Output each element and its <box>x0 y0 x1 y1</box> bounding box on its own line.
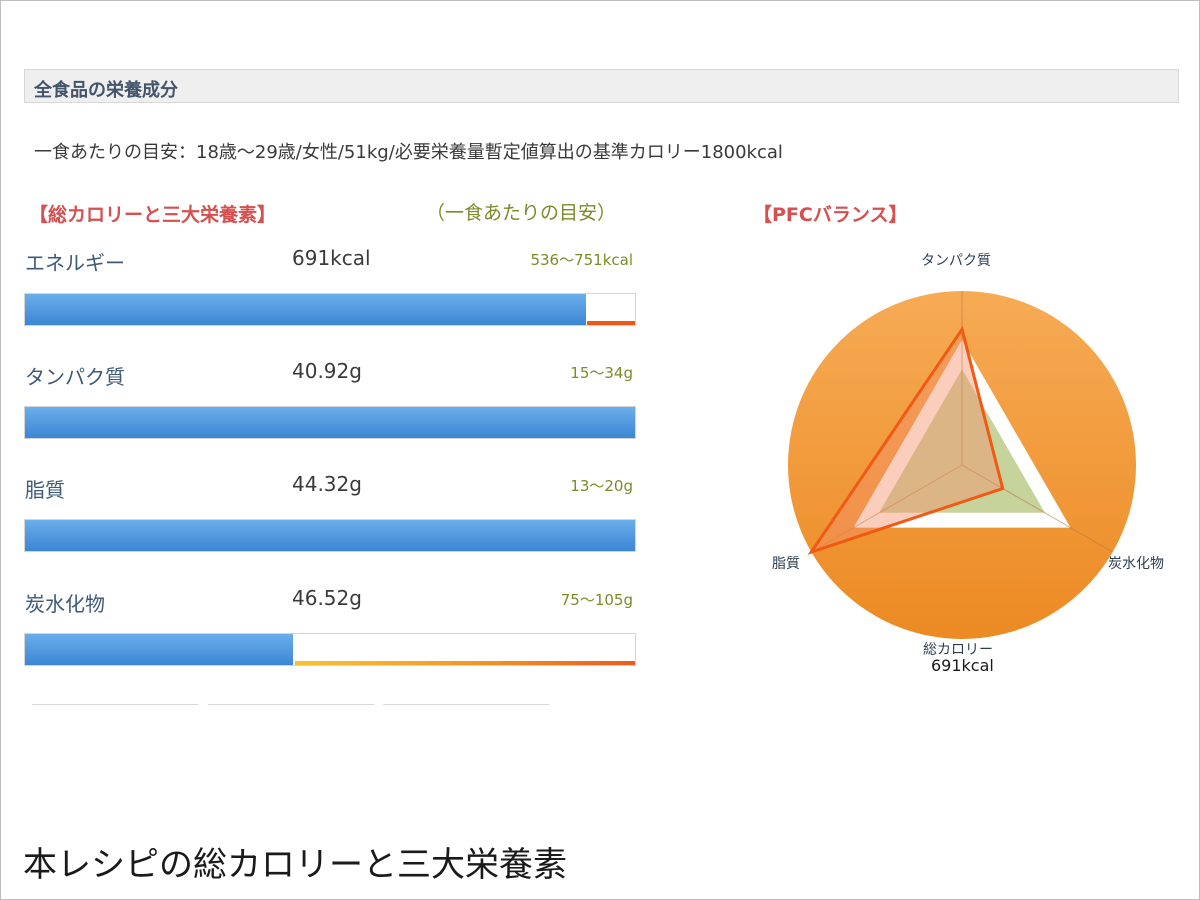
pfc-total-value: 691kcal <box>931 656 994 675</box>
pfc-total-label: 総カロリー <box>923 642 993 658</box>
radar-axis-1 <box>961 464 1113 553</box>
guideline-text: 一食あたりの目安：18歳〜29歳/女性/51kg/必要栄養量暫定値算出の基準カロ… <box>34 142 783 163</box>
carb-range: 75〜105g <box>560 591 633 609</box>
range-heading: （一食あたりの目安） <box>426 202 617 224</box>
energy-bar-fill <box>25 294 587 325</box>
radar-axis-2 <box>811 464 963 553</box>
energy-value: 691kcal <box>292 246 371 270</box>
protein-label: タンパク質 <box>25 365 125 389</box>
carb-label: 炭水化物 <box>25 592 105 616</box>
protein-range: 15〜34g <box>570 364 633 382</box>
protein-bar <box>24 406 636 439</box>
tab-stub-1[interactable] <box>32 704 198 708</box>
radar-series-polygon <box>807 325 1005 555</box>
fat-value: 44.32g <box>292 472 362 496</box>
tab-stub-3[interactable] <box>383 704 549 708</box>
protein-bar-fill <box>25 407 635 438</box>
fat-label: 脂質 <box>25 478 65 502</box>
carb-value: 46.52g <box>292 586 362 610</box>
energy-label: エネルギー <box>25 251 125 275</box>
carb-target-marker <box>295 661 635 665</box>
energy-range: 536〜751kcal <box>530 251 633 269</box>
tab-stub-2[interactable] <box>208 704 374 708</box>
protein-value: 40.92g <box>292 359 362 383</box>
pfc-axis-carb: 炭水化物 <box>1108 556 1164 572</box>
pfc-heading: 【PFCバランス】 <box>753 204 908 226</box>
pfc-axis-protein: タンパク質 <box>921 253 991 269</box>
fat-bar-fill <box>25 520 635 551</box>
pfc-axis-fat: 脂質 <box>772 556 800 572</box>
section-header: 全食品の栄養成分 <box>24 69 1179 103</box>
fat-range: 13〜20g <box>570 477 633 495</box>
nutrients-heading: 【総カロリーと三大栄養素】 <box>29 204 277 226</box>
fat-bar <box>24 519 636 552</box>
energy-target-marker <box>587 321 635 325</box>
section-title: 全食品の栄養成分 <box>34 80 178 101</box>
energy-bar <box>24 293 636 326</box>
pfc-radar-chart <box>788 291 1136 639</box>
caption: 本レシピの総カロリーと三大栄養素 <box>23 845 567 885</box>
carb-bar <box>24 633 636 666</box>
carb-bar-fill <box>25 634 294 665</box>
